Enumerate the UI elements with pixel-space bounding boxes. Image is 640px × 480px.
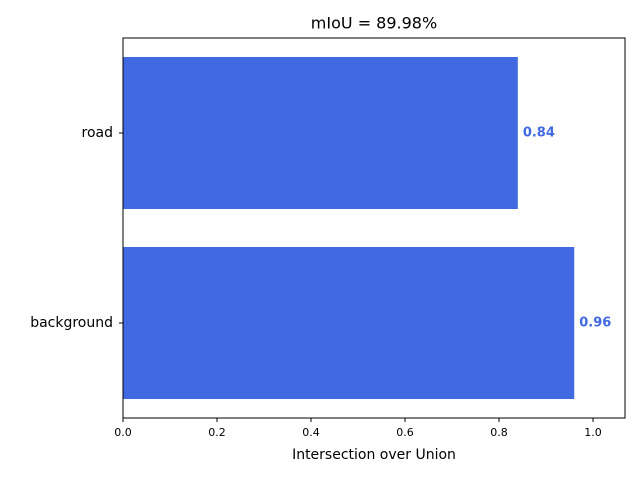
plot-frame [122, 37, 626, 419]
value-label: 0.96 [579, 316, 611, 331]
y-tick-label: background [30, 315, 113, 331]
bar [123, 247, 575, 399]
x-tick-label: 0.2 [208, 426, 226, 439]
bar [123, 57, 518, 209]
x-tick-label: 0.0 [114, 426, 132, 439]
x-tick-label: 0.6 [396, 426, 414, 439]
x-tick-label: 1.0 [584, 426, 602, 439]
value-label: 0.84 [523, 126, 555, 141]
chart-title: mIoU = 89.98% [311, 14, 437, 33]
x-tick-label: 0.4 [302, 426, 320, 439]
y-tick-label: road [82, 125, 113, 141]
x-axis-label: Intersection over Union [292, 447, 456, 463]
x-tick-label: 0.8 [490, 426, 508, 439]
